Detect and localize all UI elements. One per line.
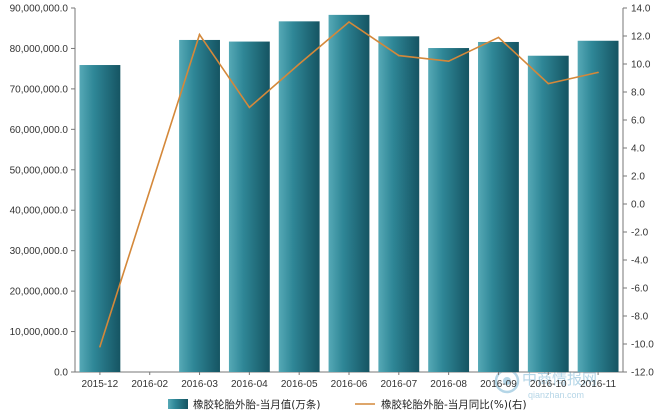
legend-bar-label: 橡胶轮胎外胎-当月值(万条) <box>193 398 320 411</box>
x-tick-label: 2016-07 <box>380 379 417 390</box>
right-tick-label: 0.0 <box>631 200 645 211</box>
right-tick-label: 4.0 <box>631 144 645 155</box>
right-tick-label: -10.0 <box>631 340 654 351</box>
right-tick-label: -8.0 <box>631 312 649 323</box>
left-tick-label: 50,000,000.0 <box>10 165 69 176</box>
x-tick-label: 2015-12 <box>82 379 119 390</box>
legend: 橡胶轮胎外胎-当月值(万条) 橡胶轮胎外胎-当月同比(%)(右) <box>168 398 527 411</box>
bar-2016-03 <box>179 39 220 372</box>
right-tick-label: -2.0 <box>631 228 649 239</box>
bar-2016-07 <box>378 36 420 373</box>
left-tick-label: 40,000,000.0 <box>10 206 69 217</box>
yoy-point-2016-07 <box>398 54 400 57</box>
yoy-point-2016-11 <box>597 71 599 74</box>
watermark-en: qianzhan.com <box>528 390 584 400</box>
yoy-point-2016-09 <box>497 36 500 39</box>
watermark-cn: 中商情报网 <box>522 370 597 388</box>
legend-bar-swatch <box>168 399 188 409</box>
yoy-point-2016-08 <box>447 60 450 62</box>
bar-2016-09 <box>478 41 519 373</box>
left-tick-label: 10,000,000.0 <box>10 327 69 338</box>
right-tick-label: -12.0 <box>631 368 654 379</box>
line-series <box>99 20 599 348</box>
x-tick-label: 2016-06 <box>331 379 368 390</box>
right-tick-label: 14.0 <box>631 4 651 15</box>
bar-2016-06 <box>328 14 370 373</box>
left-tick-label: 0.0 <box>54 368 68 379</box>
bar-2016-08 <box>428 48 470 372</box>
right-tick-label: 6.0 <box>631 116 645 127</box>
right-axis-ticks: -12.0 -10.0 -8.0 -6.0 -4.0 -2.0 0.0 2.0 4.0 6.0 8.… <box>623 4 654 379</box>
x-tick-label: 2016-11 <box>580 379 616 390</box>
left-tick-label: 30,000,000.0 <box>10 246 69 257</box>
x-tick-label: 2016-08 <box>430 379 467 390</box>
legend-line-label: 橡胶轮胎外胎-当月同比(%)(右) <box>381 398 527 411</box>
right-tick-label: 12.0 <box>631 32 651 43</box>
left-tick-label: 90,000,000.0 <box>10 4 69 15</box>
bar-series <box>79 14 619 373</box>
bar-2016-11 <box>577 40 619 372</box>
left-axis-ticks: 0.0 10,000,000.0 20,000,000.0 30,000,000.0 4… <box>10 4 75 379</box>
x-axis-ticks: 2015-12 2016-02 2016-03 2016-04 2016-05 2016-… <box>82 372 617 390</box>
x-tick-label: 2016-02 <box>131 379 168 390</box>
right-tick-label: -4.0 <box>631 256 649 267</box>
bar-2016-04 <box>228 41 270 373</box>
yoy-point-2016-05 <box>298 63 300 65</box>
yoy-point-2016-04 <box>248 106 251 109</box>
x-tick-label: 2016-03 <box>181 379 218 390</box>
bar-2016-05 <box>278 21 320 372</box>
yoy-point-2016-03 <box>198 33 201 36</box>
bar-2016-10 <box>527 55 569 372</box>
yoy-point-2015-12 <box>99 346 101 348</box>
left-tick-label: 80,000,000.0 <box>10 44 69 55</box>
yoy-line <box>99 20 599 348</box>
right-tick-label: -6.0 <box>631 284 649 295</box>
yoy-point-2016-10 <box>547 82 550 85</box>
right-tick-label: 10.0 <box>631 60 651 71</box>
left-tick-label: 20,000,000.0 <box>10 287 69 298</box>
yoy-point-2016-06 <box>348 21 350 23</box>
left-tick-label: 60,000,000.0 <box>10 125 69 136</box>
left-tick-label: 70,000,000.0 <box>10 84 69 95</box>
right-tick-label: 8.0 <box>631 88 645 99</box>
x-tick-label: 2016-09 <box>480 379 517 390</box>
bar-2015-12 <box>79 65 121 372</box>
x-tick-label: 2016-05 <box>281 379 318 390</box>
x-tick-label: 2016-04 <box>231 379 268 390</box>
x-tick-label: 2016-10 <box>530 379 567 390</box>
right-tick-label: 2.0 <box>631 172 645 183</box>
